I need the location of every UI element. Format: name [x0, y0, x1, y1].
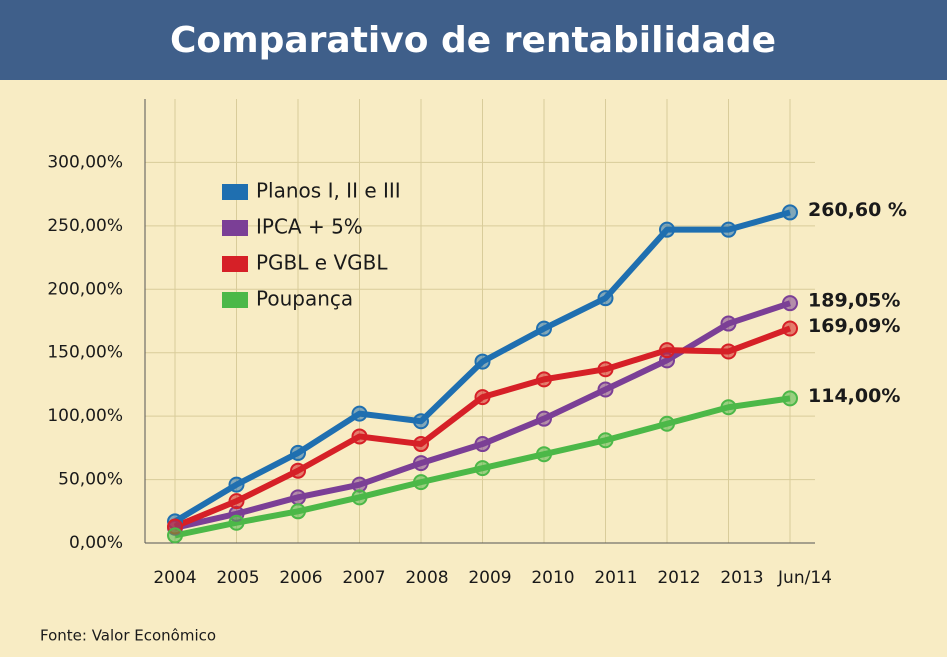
marker: [597, 381, 614, 398]
x-tick-label: 2010: [531, 568, 574, 588]
x-tick-label: 2005: [216, 568, 259, 588]
x-tick-label: 2012: [657, 568, 700, 588]
chart-title: Comparativo de rentabilidade: [170, 20, 776, 61]
marker: [351, 405, 368, 422]
marker: [290, 503, 306, 520]
marker: [474, 460, 491, 477]
marker: [720, 343, 737, 360]
marker: [228, 514, 245, 531]
marker: [597, 290, 614, 307]
x-tick-label: 2007: [342, 568, 385, 588]
marker: [782, 320, 798, 337]
title-bar: [0, 0, 947, 80]
marker: [536, 410, 552, 427]
marker: [290, 489, 306, 506]
y-tick-label: 300,00%: [47, 152, 123, 172]
marker: [597, 432, 614, 449]
marker: [413, 413, 429, 430]
marker: [659, 342, 675, 359]
x-tick-label: 2009: [468, 568, 511, 588]
x-tick-label: Jun/14: [777, 568, 832, 588]
legend-swatch: [222, 184, 248, 200]
marker: [659, 415, 675, 432]
marker: [290, 462, 306, 479]
y-tick-label: 250,00%: [47, 216, 123, 236]
source: Fonte: Valor Econômico: [40, 627, 216, 645]
marker: [782, 295, 798, 312]
y-tick-label: 50,00%: [58, 470, 123, 490]
marker: [351, 489, 368, 506]
legend-label: PGBL e VGBL: [256, 251, 388, 275]
marker: [228, 476, 245, 493]
data-label: 260,60 %: [808, 199, 907, 221]
legend-label: Planos I, II e III: [256, 179, 401, 203]
y-tick-label: 150,00%: [47, 343, 123, 363]
marker: [720, 399, 737, 416]
marker: [659, 221, 675, 238]
marker: [536, 320, 552, 337]
y-tick-label: 200,00%: [47, 279, 123, 299]
marker: [474, 389, 491, 406]
marker: [536, 371, 552, 388]
legend-swatch: [222, 256, 248, 272]
marker: [782, 204, 798, 221]
marker: [782, 390, 798, 407]
marker: [228, 493, 245, 510]
marker: [597, 361, 614, 378]
legend-swatch: [222, 220, 248, 236]
marker: [413, 455, 429, 472]
marker: [536, 446, 552, 463]
marker: [351, 428, 368, 445]
marker: [720, 315, 737, 332]
x-tick-label: 2006: [279, 568, 322, 588]
data-label: 189,05%: [808, 290, 900, 312]
y-tick-label: 100,00%: [47, 406, 123, 426]
marker: [413, 474, 429, 491]
data-label: 114,00%: [808, 385, 900, 407]
x-tick-label: 2008: [405, 568, 448, 588]
y-tick-label: 0,00%: [69, 533, 123, 553]
marker: [474, 436, 491, 453]
marker: [720, 221, 737, 238]
legend-label: IPCA + 5%: [256, 215, 363, 239]
x-tick-label: 2013: [720, 568, 763, 588]
marker: [413, 436, 429, 453]
marker: [167, 527, 183, 544]
legend-swatch: [222, 292, 248, 308]
data-label: 169,09%: [808, 315, 900, 337]
x-tick-label: 2004: [153, 568, 196, 588]
legend-label: Poupança: [256, 287, 353, 311]
marker: [290, 444, 306, 461]
x-tick-label: 2011: [594, 568, 637, 588]
marker: [474, 353, 491, 370]
